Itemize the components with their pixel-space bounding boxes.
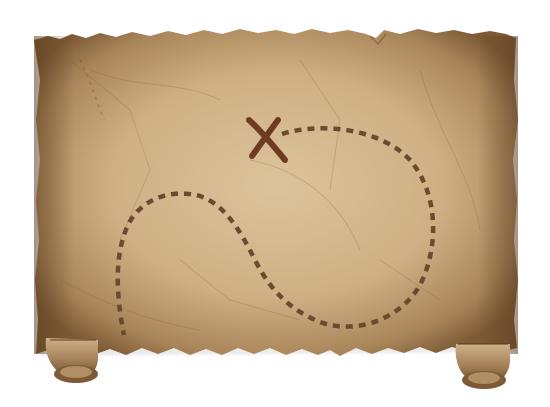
parchment-sheet <box>34 29 518 356</box>
faint-trail <box>79 59 105 121</box>
parchment-texture <box>59 59 481 331</box>
right-edge-shade <box>478 36 518 354</box>
top-notch <box>369 33 387 46</box>
x-mark <box>246 117 288 163</box>
scroll-roll-left <box>45 338 98 383</box>
scroll-roll-right <box>455 343 510 389</box>
left-edge-shade <box>34 36 74 354</box>
dashed-trail <box>115 126 436 336</box>
